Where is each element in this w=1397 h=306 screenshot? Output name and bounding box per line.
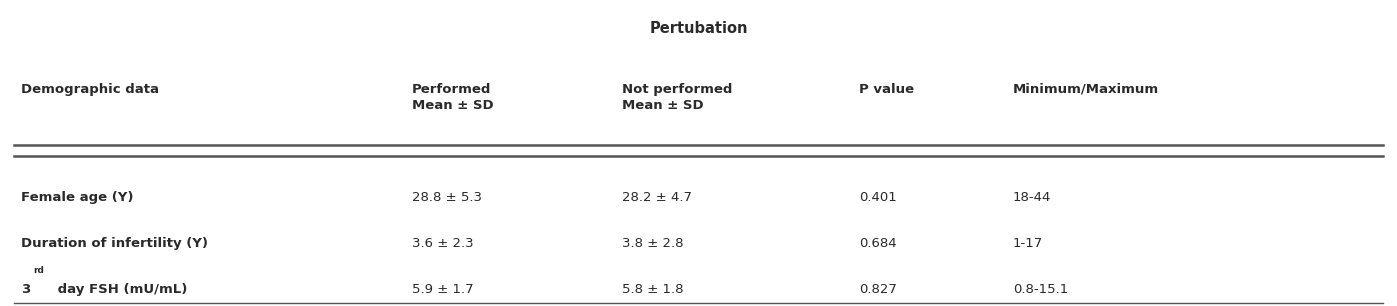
Text: Not performed
Mean ± SD: Not performed Mean ± SD [622, 83, 732, 112]
Text: 28.8 ± 5.3: 28.8 ± 5.3 [412, 191, 482, 204]
Text: 18-44: 18-44 [1013, 191, 1051, 204]
Text: 3.6 ± 2.3: 3.6 ± 2.3 [412, 237, 474, 250]
Text: rd: rd [34, 266, 45, 275]
Text: 5.9 ± 1.7: 5.9 ± 1.7 [412, 283, 474, 296]
Text: 5.8 ± 1.8: 5.8 ± 1.8 [622, 283, 683, 296]
Text: P value: P value [859, 83, 914, 95]
Text: Demographic data: Demographic data [21, 83, 159, 95]
Text: 0.8-15.1: 0.8-15.1 [1013, 283, 1069, 296]
Text: 3: 3 [21, 283, 31, 296]
Text: Female age (Y): Female age (Y) [21, 191, 134, 204]
Text: Duration of infertility (Y): Duration of infertility (Y) [21, 237, 208, 250]
Text: 0.827: 0.827 [859, 283, 897, 296]
Text: Minimum/Maximum: Minimum/Maximum [1013, 83, 1160, 95]
Text: 1-17: 1-17 [1013, 237, 1044, 250]
Text: Performed
Mean ± SD: Performed Mean ± SD [412, 83, 493, 112]
Text: day FSH (mU/mL): day FSH (mU/mL) [53, 283, 187, 296]
Text: 0.401: 0.401 [859, 191, 897, 204]
Text: 28.2 ± 4.7: 28.2 ± 4.7 [622, 191, 692, 204]
Text: 0.684: 0.684 [859, 237, 897, 250]
Text: Pertubation: Pertubation [650, 21, 747, 36]
Text: 3.8 ± 2.8: 3.8 ± 2.8 [622, 237, 683, 250]
